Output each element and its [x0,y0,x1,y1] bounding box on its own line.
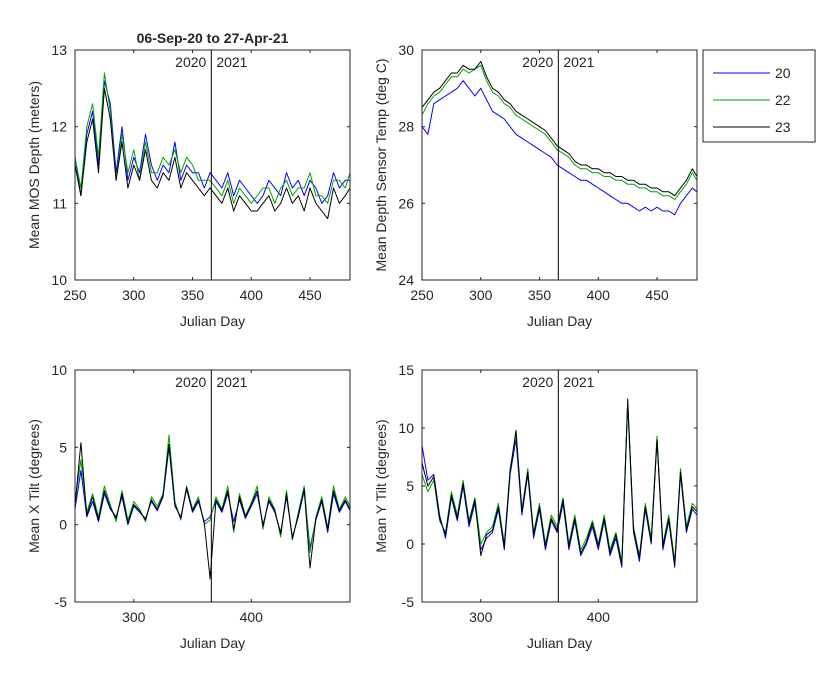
axes-box [74,369,351,603]
x-tick-label: 350 [528,287,552,303]
axes-box [74,49,351,281]
y-axis-label: Mean Depth Sensor Temp (deg C) [373,59,389,272]
axes-box [421,49,698,281]
series-line-23 [422,398,697,566]
series-line-22 [422,64,697,200]
series-line-23 [75,87,350,220]
y-tick-label: 13 [51,42,67,58]
chart-panel-1: 2020 2021 250 300 350 400 450 10 11 12 13 Julian Da… [26,30,351,329]
y-tick-label: 15 [398,362,414,378]
series-group [422,61,697,216]
x-axis-label: Julian Day [527,635,592,651]
year-label-right: 2021 [563,54,594,70]
y-tick-label: 0 [406,536,414,552]
chart-panel-4: 2020 2021 300 400 -5 0 5 10 15 Julian Day Mean Y T… [373,362,698,651]
series-line-22 [75,434,350,553]
x-tick-label: 300 [122,609,146,625]
x-tick-label: 400 [587,287,611,303]
y-tick-label: 12 [51,119,67,135]
y-axis-label: Mean Y Tilt (degrees) [373,419,389,552]
x-tick-label: 300 [469,609,493,625]
series-group [422,398,697,568]
y-tick-label: 26 [398,195,414,211]
chart-panel-2: 2020 2021 250 300 350 400 450 24 26 28 30 Julian Da… [373,42,698,329]
legend-label-23: 23 [775,119,791,135]
y-tick-label: 30 [398,42,414,58]
x-tick-label: 400 [240,609,264,625]
y-tick-label: 10 [398,420,414,436]
x-axis-label: Julian Day [180,313,245,329]
series-line-20 [422,80,697,216]
year-label-left: 2020 [522,54,553,70]
x-tick-label: 450 [645,287,669,303]
series-line-23 [422,61,697,197]
series-group [75,72,350,220]
x-axis-label: Julian Day [527,313,592,329]
x-tick-label: 400 [240,287,264,303]
year-label-right: 2021 [216,374,247,390]
legend: 20 22 23 [702,49,816,143]
x-tick-label: 450 [298,287,322,303]
series-line-22 [75,72,350,204]
x-tick-label: 250 [410,287,434,303]
series-line-23 [75,442,350,580]
y-tick-label: -5 [402,594,415,610]
x-tick-label: 250 [63,287,87,303]
y-tick-label: -5 [55,594,68,610]
year-label-left: 2020 [175,374,206,390]
y-tick-label: 5 [59,439,67,455]
year-label-left: 2020 [175,54,206,70]
x-tick-label: 300 [469,287,493,303]
series-line-20 [75,80,350,204]
y-tick-label: 0 [59,517,67,533]
x-axis-label: Julian Day [180,635,245,651]
year-label-right: 2021 [563,374,594,390]
y-tick-label: 11 [52,195,67,211]
y-tick-label: 28 [398,119,414,135]
y-tick-label: 10 [51,362,67,378]
y-axis-label: Mean MOS Depth (meters) [26,81,42,249]
year-label-right: 2021 [216,54,247,70]
y-tick-label: 10 [51,272,67,288]
x-tick-label: 400 [587,609,611,625]
chart-panel-3: 2020 2021 300 400 -5 0 5 10 Julian Day Mean X Til… [26,362,351,651]
y-tick-label: 5 [406,478,414,494]
series-line-22 [422,402,697,562]
x-tick-label: 300 [122,287,146,303]
legend-box [702,49,816,143]
y-axis-label: Mean X Tilt (degrees) [26,419,42,553]
y-tick-label: 24 [398,272,414,288]
series-group [75,434,350,580]
x-tick-label: 350 [181,287,205,303]
year-label-left: 2020 [522,374,553,390]
legend-label-22: 22 [775,92,791,108]
chart-title: 06-Sep-20 to 27-Apr-21 [137,30,289,46]
legend-label-20: 20 [775,65,791,81]
